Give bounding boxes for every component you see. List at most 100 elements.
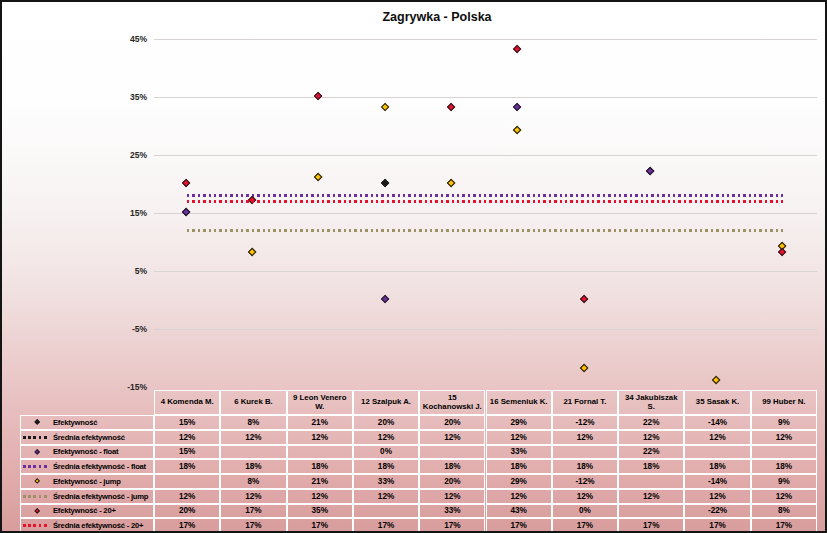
value-cell: 12% xyxy=(486,489,552,504)
value-cell: 8% xyxy=(220,415,286,430)
legend-row-label: Efektywność - 20+ xyxy=(53,506,116,515)
value-cell: 20% xyxy=(419,474,485,489)
value-cell xyxy=(353,504,419,519)
y-gridline xyxy=(154,39,817,40)
y-gridline xyxy=(154,329,817,330)
plot-area xyxy=(154,39,817,387)
value-cell: 21% xyxy=(287,415,353,430)
value-cell: 18% xyxy=(684,459,750,474)
value-cell xyxy=(618,474,684,489)
column-header: 35 Sasak K. xyxy=(684,390,750,415)
olive-dot-icon xyxy=(39,495,42,498)
legend-dotted-line-swatch xyxy=(21,465,53,468)
legend-row-efektywnosc-20plus: Efektywność - 20+ xyxy=(20,504,154,519)
value-cell: 12% xyxy=(618,489,684,504)
value-cell: 9% xyxy=(751,474,817,489)
y-axis-tick-label: 45% xyxy=(107,34,147,44)
legend-row-label: Efektywność - jump xyxy=(53,477,121,486)
y-axis-tick-label: 5% xyxy=(107,266,147,276)
value-cell: 17% xyxy=(419,518,485,533)
red-dot-icon xyxy=(33,524,36,527)
value-cell: 18% xyxy=(220,459,286,474)
value-cell: 20% xyxy=(419,415,485,430)
column-header: 15 Kochanowski J. xyxy=(419,390,485,415)
avg-line-srednia-efektywnosc-20plus xyxy=(187,200,784,203)
purple-dot-icon xyxy=(23,465,26,468)
value-cell: 17% xyxy=(751,518,817,533)
purple-dot-icon xyxy=(33,465,36,468)
data-point-efektywnosc-jump xyxy=(314,173,323,182)
value-cell: 22% xyxy=(618,445,684,460)
data-point-efektywnosc-20plus xyxy=(778,248,787,257)
value-cell: 18% xyxy=(618,459,684,474)
value-cell: 12% xyxy=(618,430,684,445)
value-cell: 17% xyxy=(684,518,750,533)
data-point-efektywnosc-jump xyxy=(513,126,522,135)
value-cell: -12% xyxy=(552,415,618,430)
purple-dot-icon xyxy=(28,465,31,468)
black-dot-icon xyxy=(28,436,31,439)
black-diamond-icon xyxy=(34,419,40,425)
value-cell: 12% xyxy=(353,489,419,504)
value-cell: 21% xyxy=(287,474,353,489)
red-dot-icon xyxy=(44,524,47,527)
legend-dotted-line-swatch xyxy=(21,495,53,498)
value-cell xyxy=(684,445,750,460)
legend-dotted-line-swatch xyxy=(21,436,53,439)
value-cell: 29% xyxy=(486,474,552,489)
column-header: 99 Huber N. xyxy=(751,390,817,415)
value-cell: 17% xyxy=(353,518,419,533)
purple-dot-icon xyxy=(44,465,47,468)
data-point-efektywnosc-20plus xyxy=(513,45,522,54)
value-cell: -14% xyxy=(684,474,750,489)
red-dot-icon xyxy=(23,524,26,527)
purple-diamond-icon xyxy=(34,449,40,455)
value-cell: 9% xyxy=(751,415,817,430)
value-cell: 0% xyxy=(552,504,618,519)
legend-row-efektywnosc: Efektywność xyxy=(20,415,154,430)
red-diamond-icon xyxy=(34,508,40,514)
value-cell: 12% xyxy=(154,489,220,504)
data-point-efektywnosc-jump xyxy=(579,364,588,373)
olive-dot-icon xyxy=(33,495,36,498)
value-cell: 12% xyxy=(154,430,220,445)
column-header: 34 Jakubiszak S. xyxy=(618,390,684,415)
data-point-efektywnosc-20plus xyxy=(181,178,190,187)
red-dot-icon xyxy=(28,524,31,527)
column-header: 4 Komenda M. xyxy=(154,390,220,415)
value-cell: -14% xyxy=(684,415,750,430)
avg-line-srednia-efektywnosc-float xyxy=(187,194,784,197)
value-cell: 18% xyxy=(154,459,220,474)
value-cell: 12% xyxy=(486,430,552,445)
black-dot-icon xyxy=(33,436,36,439)
column-header: 16 Semeniuk K. xyxy=(486,390,552,415)
data-point-efektywnosc-float xyxy=(646,167,655,176)
data-point-efektywnosc-float xyxy=(513,103,522,112)
olive-dot-icon xyxy=(23,495,26,498)
data-point-efektywnosc-20plus xyxy=(314,91,323,100)
olive-dot-icon xyxy=(28,495,31,498)
value-cell xyxy=(154,474,220,489)
legend-diamond-swatch xyxy=(21,509,53,513)
column-header: 6 Kurek B. xyxy=(220,390,286,415)
column-header: 12 Szalpuk A. xyxy=(353,390,419,415)
value-cell: 43% xyxy=(486,504,552,519)
avg-line-srednia-efektywnosc-jump xyxy=(187,229,784,232)
purple-dot-icon xyxy=(39,465,42,468)
value-cell: -12% xyxy=(552,474,618,489)
value-cell: 8% xyxy=(751,504,817,519)
value-cell: 17% xyxy=(220,518,286,533)
value-cell: 33% xyxy=(486,445,552,460)
legend-row-srednia-efektywnosc-20plus: Średnia efektywność - 20+ xyxy=(20,518,154,533)
value-cell xyxy=(287,445,353,460)
serve-stats-chart: Zagrywka - Polska 45%35%25%15%5%-5%-15% … xyxy=(0,0,827,533)
legend-row-srednia-efektywnosc: Średnia efektywność xyxy=(20,430,154,445)
y-gridline xyxy=(154,213,817,214)
value-cell: 18% xyxy=(486,459,552,474)
legend-row-label: Średnia efektywność - 20+ xyxy=(53,521,143,530)
column-header: 9 Leon Venero W. xyxy=(287,390,353,415)
value-cell: 18% xyxy=(751,459,817,474)
value-cell: 12% xyxy=(287,489,353,504)
column-header: 21 Fornal T. xyxy=(552,390,618,415)
legend-row-label: Średnia efektywność xyxy=(53,433,125,442)
